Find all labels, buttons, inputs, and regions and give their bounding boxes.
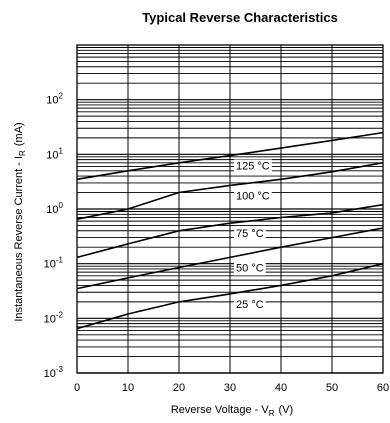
curve-1 (76, 131, 384, 181)
grid (76, 44, 384, 374)
x-tick-labels: 0 10 20 30 40 50 60 (74, 382, 389, 394)
y-tick-labels: 10-3 10-2 10-1 100 101 102 (44, 92, 64, 380)
y-tick-label: 100 (46, 201, 63, 216)
curve-5 (76, 262, 384, 330)
curve-2 (76, 162, 384, 220)
y-axis-label: Instantaneous Reverse Current - IR(mA) (13, 122, 27, 321)
curve-label-background (234, 297, 266, 312)
curve-label: 50 °C (236, 262, 264, 274)
curve-3 (76, 203, 384, 259)
curve-label: 125 °C (236, 161, 270, 173)
x-tick-label: 30 (224, 382, 236, 394)
plot-frame (76, 44, 384, 374)
curves (76, 131, 384, 330)
x-tick-label: 50 (326, 382, 338, 394)
x-tick-label: 10 (122, 382, 134, 394)
curve-label-background (234, 159, 272, 174)
curve-labels: 125 °C 100 °C 75 °C 50 °C 25 °C (234, 159, 272, 312)
curve-label: 75 °C (236, 228, 264, 240)
x-axis-label: Reverse Voltage - VR (V) (171, 404, 293, 418)
curve-4 (76, 227, 384, 290)
x-tick-label: 60 (377, 382, 389, 394)
curve-label-background (234, 227, 266, 242)
x-tick-label: 20 (173, 382, 185, 394)
y-tick-label: 10-2 (44, 310, 64, 325)
x-tick-label: 40 (275, 382, 287, 394)
y-tick-label: 102 (46, 92, 63, 107)
chart-title: Typical Reverse Characteristics (142, 10, 338, 25)
x-tick-label: 0 (74, 382, 80, 394)
y-tick-label: 10-3 (44, 365, 64, 380)
y-tick-label: 10-1 (44, 256, 64, 271)
curve-label: 100 °C (236, 190, 270, 202)
curve-label: 25 °C (236, 299, 264, 311)
curve-label-background (234, 189, 272, 204)
y-tick-label: 101 (46, 146, 63, 161)
curve-label-background (234, 261, 266, 276)
